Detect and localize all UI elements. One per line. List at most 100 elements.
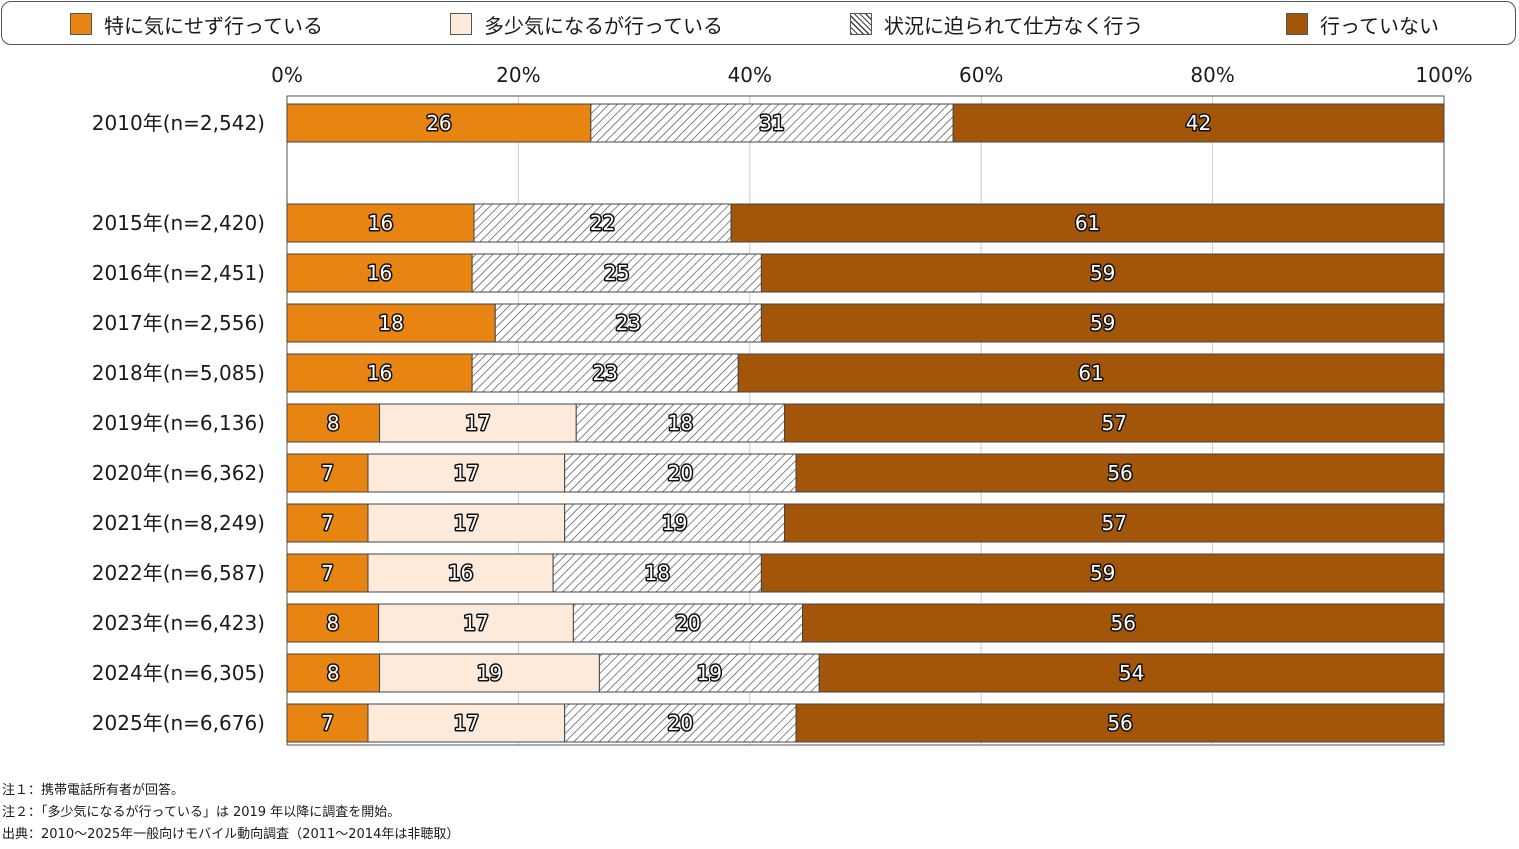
data-label: 42 bbox=[1186, 111, 1211, 135]
bar-segment bbox=[367, 453, 566, 493]
note-1: 注１：携帯電話所有者が回答。 bbox=[2, 783, 185, 798]
data-label: 19 bbox=[477, 661, 502, 685]
data-label: 17 bbox=[454, 461, 479, 485]
x-tick-label: 60% bbox=[959, 63, 1003, 87]
bar-segment bbox=[564, 503, 786, 543]
bar-segment bbox=[730, 203, 1445, 243]
bar-segment bbox=[564, 453, 797, 493]
data-label: 56 bbox=[1107, 711, 1132, 735]
data-label: 56 bbox=[1107, 461, 1132, 485]
data-label: 17 bbox=[454, 511, 479, 535]
bar-segment bbox=[952, 103, 1445, 143]
legend-swatch bbox=[70, 13, 92, 35]
source-note: 出典：2010～2025年一般向けモバイル動向調査（2011～2014年は非聴取… bbox=[2, 827, 460, 842]
legend-item-3: 状況に迫られて仕方なく行う bbox=[850, 11, 1144, 38]
data-label: 19 bbox=[662, 511, 687, 535]
bar-segment bbox=[590, 103, 954, 143]
bar-segment bbox=[379, 653, 600, 693]
bar-segment bbox=[367, 553, 554, 593]
data-label: 17 bbox=[465, 411, 490, 435]
data-label: 19 bbox=[697, 661, 722, 685]
bar-segment bbox=[367, 503, 566, 543]
category-label: 2019年(n=6,136) bbox=[92, 411, 265, 435]
bar-segment bbox=[784, 403, 1445, 443]
bar-segment bbox=[379, 403, 577, 443]
legend-label: 特に気にせず行っている bbox=[104, 13, 323, 38]
bar-segment bbox=[286, 203, 475, 243]
data-label: 54 bbox=[1119, 661, 1144, 685]
legend-item-1: 特に気にせず行っている bbox=[70, 11, 323, 38]
data-label: 16 bbox=[448, 561, 473, 585]
category-label: 2023年(n=6,423) bbox=[92, 611, 265, 635]
data-label: 17 bbox=[454, 711, 479, 735]
category-label: 2010年(n=2,542) bbox=[92, 111, 265, 135]
bar-segment bbox=[286, 353, 473, 393]
data-label: 26 bbox=[426, 111, 451, 135]
bar-segment bbox=[801, 603, 1445, 643]
bar-segment bbox=[286, 453, 369, 493]
data-label: 23 bbox=[592, 361, 617, 385]
data-label: 7 bbox=[321, 461, 334, 485]
bar-segment bbox=[473, 203, 732, 243]
bar-segment bbox=[286, 303, 496, 343]
category-label: 2021年(n=8,249) bbox=[92, 511, 265, 535]
bar-segment bbox=[737, 353, 1445, 393]
bar-segment bbox=[367, 703, 566, 743]
data-label: 20 bbox=[675, 611, 700, 635]
data-label: 16 bbox=[368, 211, 393, 235]
legend: 特に気にせず行っている 多少気になるが行っている 状況に迫られて仕方なく行う 行ってい… bbox=[1, 1, 1516, 45]
data-label: 7 bbox=[321, 561, 334, 585]
data-label: 7 bbox=[321, 511, 334, 535]
bar-segment bbox=[575, 403, 786, 443]
data-label: 61 bbox=[1075, 211, 1100, 235]
data-label: 8 bbox=[326, 611, 339, 635]
bar-segment bbox=[286, 103, 592, 143]
x-tick-label: 0% bbox=[271, 63, 303, 87]
legend-label: 多少気になるが行っている bbox=[484, 13, 723, 38]
x-tick-label: 100% bbox=[1415, 63, 1472, 87]
category-label: 2024年(n=6,305) bbox=[92, 661, 265, 685]
data-label: 20 bbox=[668, 461, 693, 485]
data-label: 23 bbox=[616, 311, 641, 335]
bar-segment bbox=[598, 653, 820, 693]
data-label: 59 bbox=[1090, 311, 1115, 335]
legend-swatch bbox=[1286, 13, 1308, 35]
bar-segment bbox=[760, 303, 1445, 343]
bar-segment bbox=[471, 353, 739, 393]
bar-segment bbox=[572, 603, 803, 643]
data-label: 8 bbox=[327, 411, 340, 435]
data-label: 59 bbox=[1090, 561, 1115, 585]
x-tick-label: 20% bbox=[496, 63, 540, 87]
stacked-bar-chart: 0% 20% 40% 60% 80% 100% 2010年(n=2,542) 26 31 42 20… bbox=[92, 63, 1473, 746]
category-label: 2025年(n=6,676) bbox=[92, 711, 265, 735]
data-label: 8 bbox=[327, 661, 340, 685]
data-label: 18 bbox=[378, 311, 403, 335]
data-label: 18 bbox=[668, 411, 693, 435]
legend-item-2: 多少気になるが行っている bbox=[450, 11, 723, 38]
bar-segment bbox=[286, 553, 369, 593]
bar-segment bbox=[818, 653, 1445, 693]
data-label: 18 bbox=[645, 561, 670, 585]
legend-label: 状況に迫られて仕方なく行う bbox=[884, 13, 1144, 38]
bar-segment bbox=[795, 703, 1445, 743]
bar-segment bbox=[564, 703, 797, 743]
data-label: 16 bbox=[367, 361, 392, 385]
data-label: 22 bbox=[590, 211, 615, 235]
category-label: 2017年(n=2,556) bbox=[92, 311, 265, 335]
data-label: 7 bbox=[321, 711, 334, 735]
legend-item-4: 行っていない bbox=[1286, 11, 1439, 38]
bar-segment bbox=[784, 503, 1445, 543]
bar-segment bbox=[760, 253, 1445, 293]
bar-segment bbox=[286, 703, 369, 743]
category-label: 2022年(n=6,587) bbox=[92, 561, 265, 585]
legend-label: 行っていない bbox=[1320, 13, 1439, 38]
data-label: 31 bbox=[759, 111, 784, 135]
data-label: 20 bbox=[668, 711, 693, 735]
x-tick-label: 80% bbox=[1190, 63, 1234, 87]
data-label: 57 bbox=[1102, 511, 1127, 535]
bar-segment bbox=[286, 403, 381, 443]
bar-segment bbox=[494, 303, 762, 343]
data-label: 17 bbox=[463, 611, 488, 635]
bar-segment bbox=[760, 553, 1445, 593]
notes: 注１：携帯電話所有者が回答。 注２：「多少気になるが行っている」は 2019 年… bbox=[2, 780, 459, 846]
